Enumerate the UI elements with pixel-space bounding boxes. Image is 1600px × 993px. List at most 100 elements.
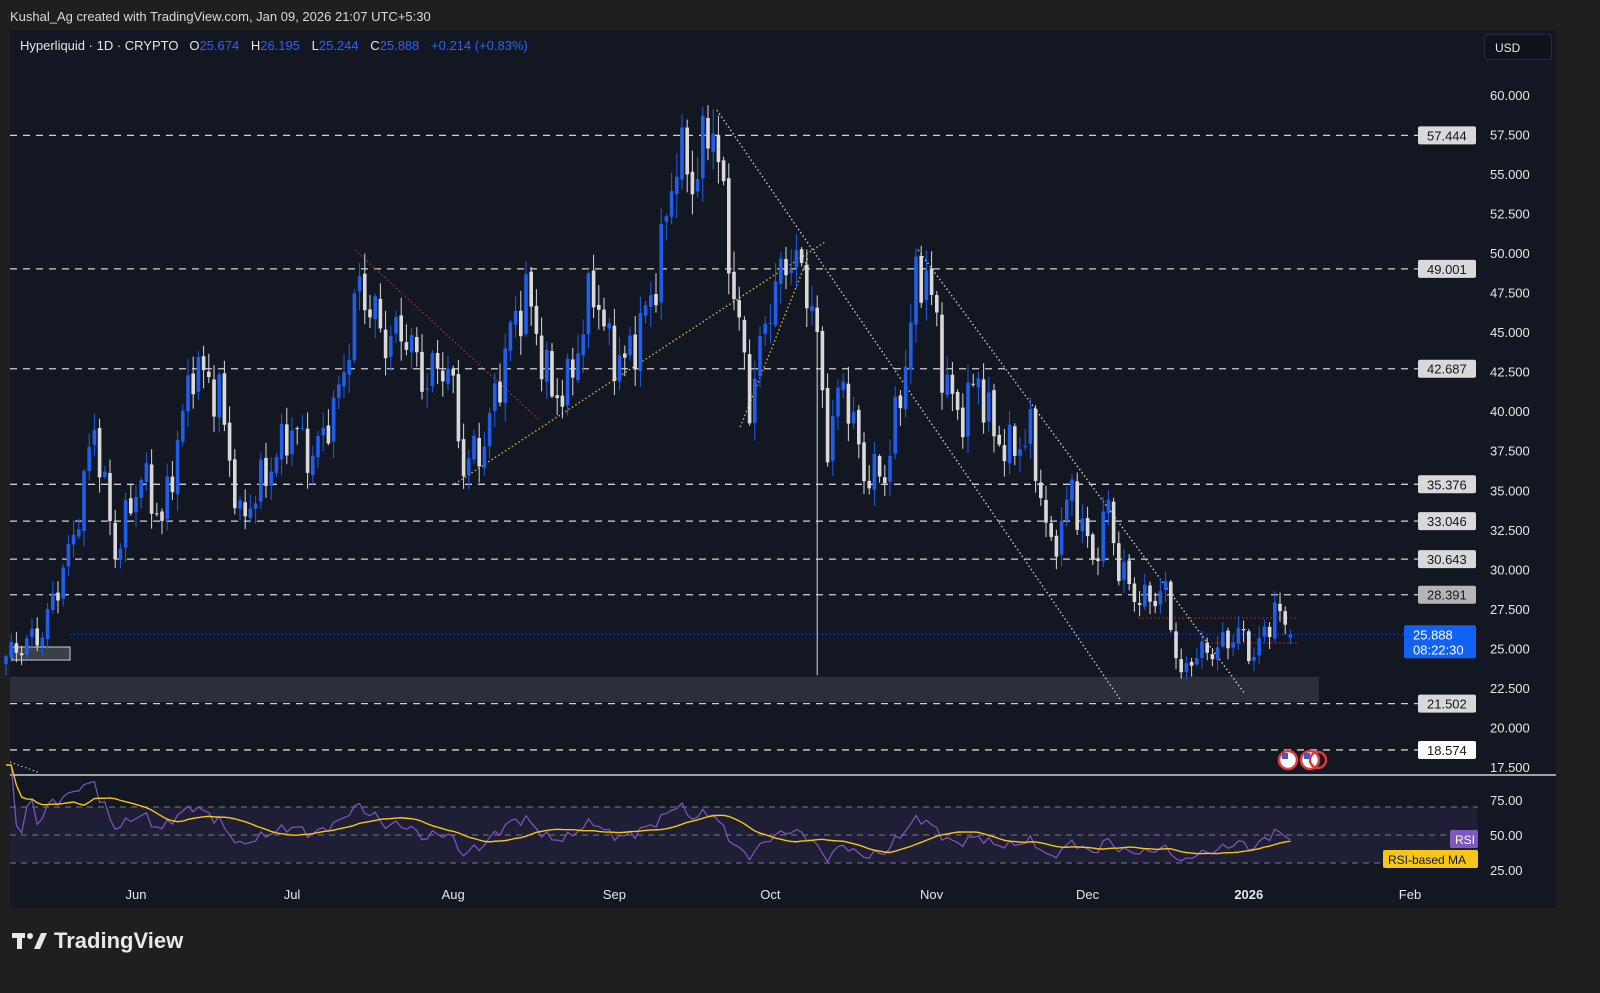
candle-body xyxy=(238,500,242,509)
candle-body xyxy=(976,378,981,388)
symbol-legend: Hyperliquid · 1D · CRYPTO O25.674 H26.19… xyxy=(20,38,536,53)
candle-body xyxy=(399,315,403,342)
candle-body xyxy=(316,435,320,458)
candle-body xyxy=(129,498,133,514)
candle-body xyxy=(191,373,195,395)
candle-body xyxy=(1195,658,1199,665)
candle-body xyxy=(513,310,518,325)
rsi-ma-label-bg xyxy=(1383,850,1478,868)
price-axis-tick: 40.000 xyxy=(1490,404,1530,419)
time-axis-tick: Sep xyxy=(603,887,626,902)
candle-body xyxy=(430,353,435,387)
level-price-label-bg xyxy=(1418,740,1476,759)
candle-body xyxy=(836,387,840,417)
candle-body xyxy=(19,653,24,656)
candle-body xyxy=(461,439,466,477)
candle-body xyxy=(9,641,13,658)
candle-body xyxy=(664,216,669,222)
candle-body xyxy=(1085,518,1090,537)
candle-body xyxy=(799,249,804,263)
candle-body xyxy=(1054,535,1059,557)
candle-body xyxy=(4,656,8,665)
candle-body xyxy=(1189,661,1194,666)
symbol-name[interactable]: Hyperliquid · 1D · CRYPTO xyxy=(20,38,179,53)
close-value: 25.888 xyxy=(379,38,420,53)
candle-body xyxy=(160,511,164,521)
low-label: L xyxy=(311,38,319,53)
price-axis-tick: 30.000 xyxy=(1490,562,1530,577)
candle-body xyxy=(877,456,882,477)
rsi-ma-line xyxy=(6,764,1291,855)
candle-body xyxy=(1111,501,1116,544)
currency-button[interactable]: USD xyxy=(1484,34,1552,60)
candle-body xyxy=(935,295,939,313)
candle-body xyxy=(555,395,559,399)
candle-body xyxy=(331,397,336,442)
time-axis-tick: Aug xyxy=(442,887,465,902)
candle-body xyxy=(1278,603,1282,612)
candle-body xyxy=(1273,602,1277,639)
candle-body xyxy=(103,471,107,477)
candle-body xyxy=(378,298,383,329)
candle-body xyxy=(992,390,996,437)
candle-body xyxy=(997,434,1001,445)
candle-body xyxy=(628,335,632,356)
candle-body xyxy=(633,334,637,370)
candle-body xyxy=(1065,499,1069,520)
candle-body xyxy=(477,438,481,467)
level-price-label: 35.376 xyxy=(1427,477,1467,492)
price-axis-tick: 27.500 xyxy=(1490,602,1530,617)
candle-body xyxy=(524,274,528,335)
bar-countdown: 08:22:30 xyxy=(1413,642,1464,657)
candle-body xyxy=(451,369,455,376)
candle-body xyxy=(1132,583,1137,602)
candle-body xyxy=(545,349,549,382)
time-axis-tick: Dec xyxy=(1076,887,1100,902)
time-axis-tick: Jul xyxy=(284,887,301,902)
candle-body xyxy=(279,423,284,460)
change-value: +0.214 (+0.83%) xyxy=(431,38,528,53)
candle-body xyxy=(227,422,232,461)
candle-body xyxy=(893,396,897,454)
candle-body xyxy=(305,428,310,473)
price-axis-tick: 22.500 xyxy=(1490,681,1530,696)
candle-body xyxy=(243,502,247,517)
candle-body xyxy=(607,323,611,329)
candle-body xyxy=(1091,534,1095,560)
candle-body xyxy=(472,435,476,460)
candle-body xyxy=(1283,611,1287,625)
candle-body xyxy=(680,127,684,180)
price-axis-tick: 25.000 xyxy=(1490,641,1530,656)
candle-body xyxy=(539,335,544,380)
candle-body xyxy=(82,471,86,532)
tradingview-logo-icon xyxy=(12,933,47,949)
candle-body xyxy=(768,322,773,324)
candle-body xyxy=(503,348,507,403)
candle-body xyxy=(77,529,81,537)
candle-body xyxy=(654,294,658,306)
candle-body xyxy=(706,118,710,149)
candle-body xyxy=(30,628,34,637)
time-axis-tick: Nov xyxy=(920,887,944,902)
candle-body xyxy=(1169,581,1173,630)
time-axis-tick: Feb xyxy=(1399,887,1421,902)
candle-body xyxy=(773,281,778,326)
low-value: 25.244 xyxy=(318,38,359,53)
level-price-label-bg xyxy=(1418,694,1476,713)
price-axis-tick: 17.500 xyxy=(1490,760,1530,775)
candle-body xyxy=(212,379,216,417)
candle-body xyxy=(87,446,91,472)
candle-body xyxy=(134,497,138,513)
candle-body xyxy=(144,463,149,482)
price-axis-tick: 35.000 xyxy=(1490,483,1530,498)
candle-body xyxy=(576,353,580,381)
level-price-label-bg xyxy=(1418,475,1476,494)
candle-body xyxy=(961,407,965,438)
candle-body xyxy=(623,353,627,358)
candle-body xyxy=(14,643,19,653)
tradingview-logo[interactable]: TradingView xyxy=(12,928,183,954)
candle-body xyxy=(404,342,409,350)
candle-body xyxy=(981,379,986,423)
candle-body xyxy=(825,387,830,463)
